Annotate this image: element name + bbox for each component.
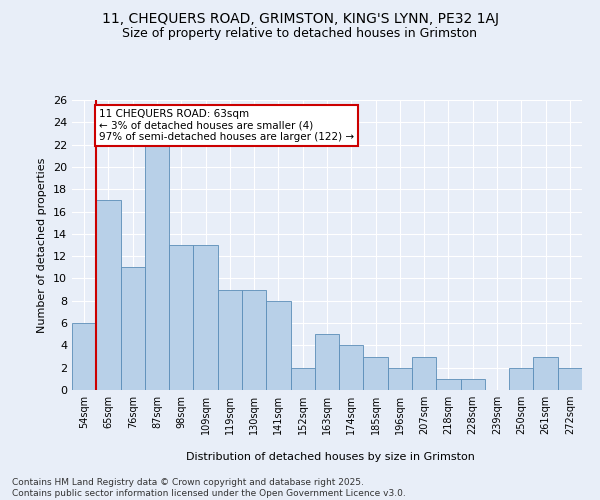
Bar	[412, 356, 436, 390]
Bar	[558, 368, 582, 390]
Text: 11, CHEQUERS ROAD, GRIMSTON, KING'S LYNN, PE32 1AJ: 11, CHEQUERS ROAD, GRIMSTON, KING'S LYNN…	[101, 12, 499, 26]
Bar	[290, 368, 315, 390]
Bar	[509, 368, 533, 390]
Bar	[364, 356, 388, 390]
Y-axis label: Number of detached properties: Number of detached properties	[37, 158, 47, 332]
Bar	[145, 144, 169, 390]
Bar	[461, 379, 485, 390]
Bar	[266, 301, 290, 390]
Bar	[339, 346, 364, 390]
Bar	[218, 290, 242, 390]
Bar	[169, 245, 193, 390]
Bar	[436, 379, 461, 390]
Text: Size of property relative to detached houses in Grimston: Size of property relative to detached ho…	[122, 28, 478, 40]
Bar	[533, 356, 558, 390]
Bar	[242, 290, 266, 390]
Bar	[193, 245, 218, 390]
Bar	[388, 368, 412, 390]
Bar	[121, 268, 145, 390]
Bar	[72, 323, 96, 390]
Bar	[96, 200, 121, 390]
Text: Contains HM Land Registry data © Crown copyright and database right 2025.
Contai: Contains HM Land Registry data © Crown c…	[12, 478, 406, 498]
Text: Distribution of detached houses by size in Grimston: Distribution of detached houses by size …	[185, 452, 475, 462]
Bar	[315, 334, 339, 390]
Text: 11 CHEQUERS ROAD: 63sqm
← 3% of detached houses are smaller (4)
97% of semi-deta: 11 CHEQUERS ROAD: 63sqm ← 3% of detached…	[99, 109, 354, 142]
